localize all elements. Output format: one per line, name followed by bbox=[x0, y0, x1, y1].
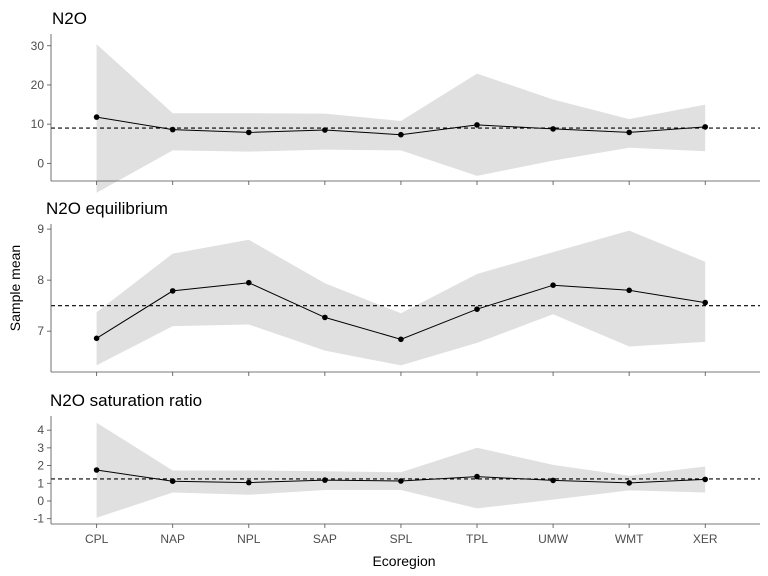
data-point bbox=[169, 126, 176, 133]
x-tick-label: UMW bbox=[538, 532, 569, 546]
data-point bbox=[169, 288, 176, 294]
data-point bbox=[322, 314, 328, 321]
data-point bbox=[626, 480, 632, 486]
y-tick-label: 30 bbox=[31, 39, 45, 53]
panel-title: N2O saturation ratio bbox=[50, 391, 202, 410]
x-tick-label: TPL bbox=[466, 532, 488, 546]
data-point bbox=[169, 478, 176, 485]
x-axis-title: Ecoregion bbox=[372, 553, 435, 569]
confidence-ribbon bbox=[96, 422, 706, 518]
confidence-ribbon bbox=[96, 230, 706, 366]
data-point bbox=[626, 129, 632, 136]
y-tick-label: 9 bbox=[37, 222, 44, 236]
data-point bbox=[474, 473, 480, 480]
x-tick-label: WMT bbox=[615, 532, 644, 546]
data-point bbox=[474, 122, 480, 128]
y-tick-label: 8 bbox=[37, 273, 44, 287]
data-point bbox=[322, 127, 328, 133]
data-point bbox=[702, 299, 708, 306]
data-point bbox=[626, 287, 632, 294]
data-point bbox=[93, 335, 100, 342]
data-point bbox=[702, 124, 708, 130]
data-point bbox=[702, 476, 708, 483]
data-point bbox=[550, 282, 556, 289]
x-tick-label: XER bbox=[693, 532, 718, 546]
y-tick-label: 1 bbox=[37, 476, 44, 490]
y-tick-label: 0 bbox=[37, 494, 44, 508]
data-point bbox=[246, 129, 252, 136]
data-point bbox=[398, 336, 404, 343]
y-tick-label: 20 bbox=[31, 78, 45, 92]
x-tick-label: SAP bbox=[313, 532, 337, 546]
data-point bbox=[93, 467, 100, 473]
data-point bbox=[550, 126, 556, 132]
data-point bbox=[246, 279, 252, 286]
y-axis-title: Sample mean bbox=[7, 245, 23, 331]
y-tick-label: -1 bbox=[33, 512, 44, 526]
data-point bbox=[322, 477, 328, 483]
panel-title: N2O equilibrium bbox=[46, 199, 168, 218]
panel-title: N2O bbox=[52, 9, 87, 28]
x-tick-label: SPL bbox=[390, 532, 413, 546]
data-point bbox=[93, 114, 100, 120]
y-tick-label: 7 bbox=[37, 324, 44, 338]
data-point bbox=[398, 478, 404, 484]
y-tick-label: 2 bbox=[37, 459, 44, 473]
x-tick-label: NAP bbox=[160, 532, 185, 546]
data-point bbox=[246, 479, 252, 486]
y-tick-label: 0 bbox=[37, 156, 44, 170]
data-point bbox=[474, 306, 480, 313]
y-tick-label: 3 bbox=[37, 441, 44, 455]
data-point bbox=[398, 131, 404, 138]
y-tick-label: 4 bbox=[37, 423, 44, 437]
y-tick-label: 10 bbox=[31, 117, 45, 131]
confidence-ribbon bbox=[96, 44, 706, 193]
x-tick-label: CPL bbox=[85, 532, 109, 546]
x-tick-label: NPL bbox=[237, 532, 261, 546]
data-point bbox=[550, 477, 556, 484]
